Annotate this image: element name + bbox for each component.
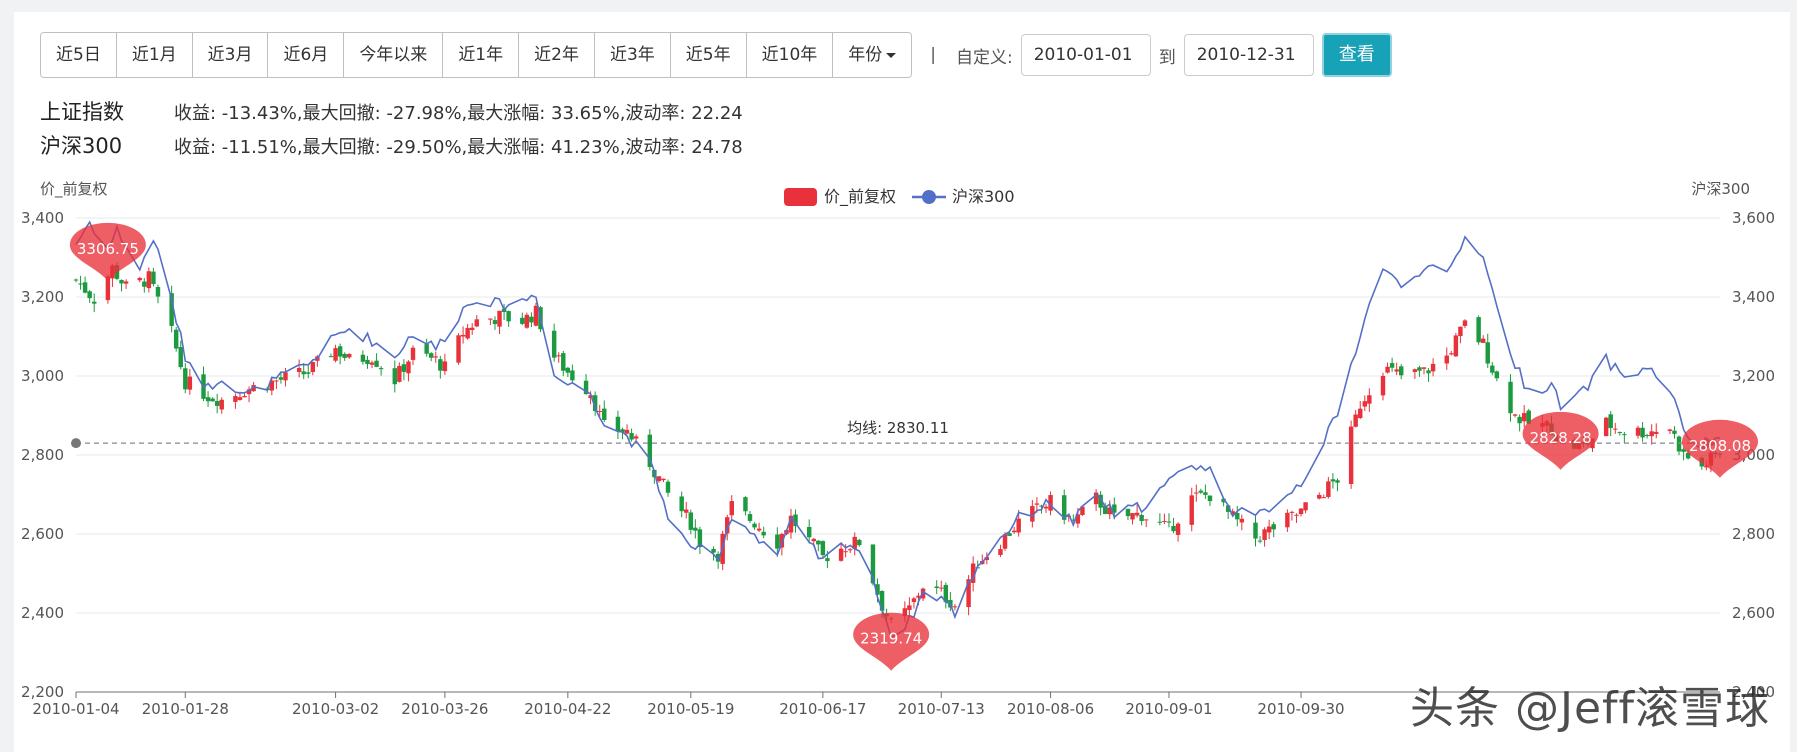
start-date-input[interactable] [1020, 34, 1151, 76]
custom-range-label: 自定义: [956, 47, 1013, 68]
range-button-6m[interactable]: 近6月 [268, 33, 345, 77]
stat-text-sse: 收益: -13.43%,最大回撤: -27.98%,最大涨幅: 33.65%,波… [174, 103, 743, 124]
range-button-5d[interactable]: 近5日 [41, 33, 117, 77]
stat-row-sse: 上证指数 收益: -13.43%,最大回撤: -27.98%,最大涨幅: 33.… [40, 96, 743, 130]
stat-name-hs300: 沪深300 [40, 134, 123, 158]
range-button-5y[interactable]: 近5年 [670, 33, 747, 77]
year-dropdown-label: 年份 [848, 45, 883, 65]
range-button-1y[interactable]: 近1年 [443, 33, 520, 77]
separator: | [930, 45, 936, 65]
view-button[interactable]: 查看 [1321, 33, 1392, 77]
to-label: 到 [1158, 47, 1176, 68]
toolbar: 近5日 近1月 近3月 近6月 今年以来 近1年 近2年 近3年 近5年 近10… [40, 32, 1392, 78]
range-button-2y[interactable]: 近2年 [519, 33, 595, 77]
range-button-3m[interactable]: 近3月 [192, 33, 269, 77]
range-button-group: 近5日 近1月 近3月 近6月 今年以来 近1年 近2年 近3年 近5年 近10… [40, 32, 913, 78]
year-dropdown[interactable]: 年份 [833, 33, 912, 77]
stat-name-sse: 上证指数 [40, 100, 124, 124]
range-button-ytd[interactable]: 今年以来 [344, 33, 444, 77]
watermark: 头条 @Jeff滚雪球 [1410, 683, 1771, 734]
range-button-3y[interactable]: 近3年 [594, 33, 671, 77]
range-button-10y[interactable]: 近10年 [746, 33, 834, 77]
end-date-input[interactable] [1183, 34, 1314, 76]
caret-down-icon [886, 52, 897, 58]
stats-panel: 上证指数 收益: -13.43%,最大回撤: -27.98%,最大涨幅: 33.… [40, 96, 743, 164]
stat-text-hs300: 收益: -11.51%,最大回撤: -29.50%,最大涨幅: 41.23%,波… [174, 137, 743, 158]
range-button-1m[interactable]: 近1月 [116, 33, 193, 77]
stat-row-hs300: 沪深300 收益: -11.51%,最大回撤: -29.50%,最大涨幅: 41… [40, 130, 743, 164]
